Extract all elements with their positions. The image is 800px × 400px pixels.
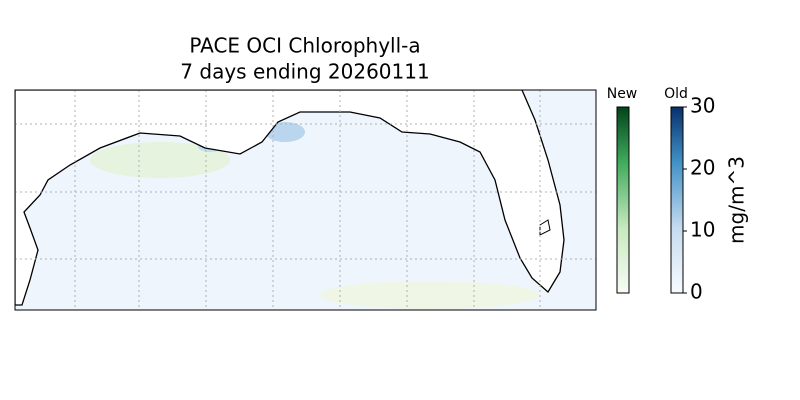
chlorophyll-patch xyxy=(90,142,230,178)
coastline xyxy=(15,90,565,306)
graticule xyxy=(15,90,596,310)
map-frame xyxy=(14,89,597,311)
colorbar-new xyxy=(616,106,630,294)
colorbar-unit: mg/m^3 xyxy=(725,156,749,244)
tick-label: 30 xyxy=(690,94,715,118)
colorbar-label: New xyxy=(607,86,638,102)
subtitle: 7 days ending 20260111 xyxy=(180,60,429,84)
colorbar-label: Old xyxy=(664,86,688,102)
chlorophyll-patch xyxy=(265,122,305,142)
tick-label: 0 xyxy=(690,280,703,304)
tick-label: 10 xyxy=(690,218,715,242)
map xyxy=(15,90,596,310)
tick-label: 20 xyxy=(690,156,715,180)
chlorophyll-patch xyxy=(320,281,540,309)
title: PACE OCI Chlorophyll-a xyxy=(189,34,420,58)
colorbar-old xyxy=(670,106,684,294)
